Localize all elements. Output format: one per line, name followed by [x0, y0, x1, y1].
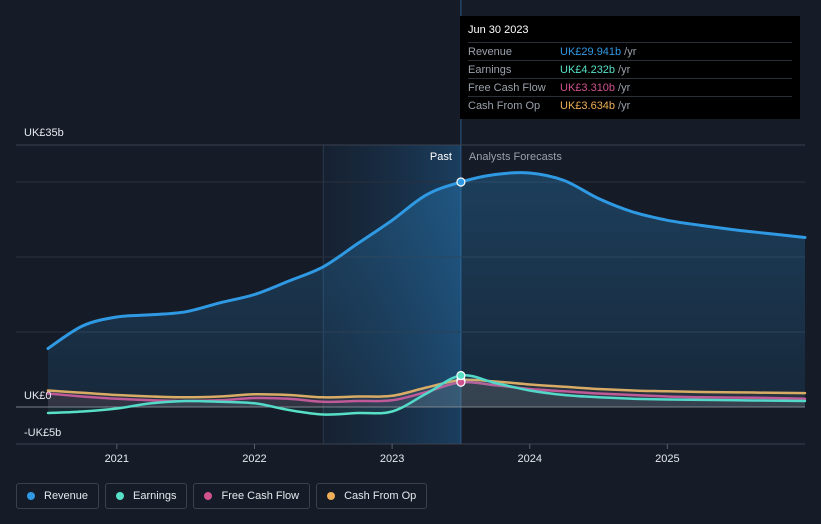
legend-label: Free Cash Flow: [221, 490, 300, 502]
tooltip-row-revenue: Revenue UK£29.941b /yr: [468, 42, 792, 60]
tooltip-panel: Jun 30 2023 Revenue UK£29.941b /yr Earni…: [460, 16, 800, 119]
tooltip-label: Free Cash Flow: [468, 81, 546, 94]
y-tick-label: UK£0: [24, 390, 52, 402]
legend-dot-icon: [27, 492, 35, 500]
chart-legend: Revenue Earnings Free Cash Flow Cash Fro…: [16, 483, 428, 511]
y-tick-label: -UK£5b: [24, 427, 61, 439]
tooltip-value: UK£29.941b: [560, 45, 622, 58]
tooltip-value: UK£4.232b: [560, 63, 616, 76]
legend-item-cash-from-op[interactable]: Cash From Op: [316, 483, 428, 509]
legend-dot-icon: [116, 492, 125, 500]
y-tick-label: UK£35b: [24, 127, 64, 139]
tooltip-label: Revenue: [468, 45, 513, 58]
tooltip-date: Jun 30 2023: [468, 24, 529, 36]
legend-item-earnings[interactable]: Earnings: [105, 483, 188, 509]
tooltip-unit: /yr: [618, 81, 631, 94]
legend-item-revenue[interactable]: Revenue: [16, 483, 100, 509]
tooltip-row-earnings: Earnings UK£4.232b /yr: [468, 60, 792, 78]
revenue-line: [46, 171, 807, 350]
earnings-marker: [456, 370, 466, 381]
x-tick-label: 2023: [380, 453, 404, 465]
legend-dot-icon: [327, 492, 336, 500]
chart-canvas: 2021 2022 2023 2024 2025 UK£35b UK£0 -UK£5b Past…: [16, 0, 807, 465]
tooltip-value: UK£3.634b: [560, 99, 616, 112]
x-tick-label: 2022: [242, 453, 266, 465]
tooltip-unit: /yr: [624, 45, 637, 58]
tooltip-row-free-cash-flow: Free Cash Flow UK£3.310b /yr: [468, 78, 792, 96]
legend-dot-icon: [204, 492, 213, 500]
tooltip-row-cash-from-op: Cash From Op UK£3.634b /yr: [468, 96, 792, 114]
legend-label: Earnings: [133, 490, 177, 502]
x-tick-label: 2021: [105, 453, 129, 465]
revenue-area: [48, 172, 805, 407]
x-tick-label: 2024: [517, 453, 541, 465]
legend-item-free-cash-flow[interactable]: Free Cash Flow: [193, 483, 311, 509]
tooltip-unit: /yr: [618, 99, 631, 112]
tooltip-label: Cash From Op: [468, 99, 541, 112]
x-tick-label: 2025: [655, 453, 679, 465]
tooltip-value: UK£3.310b: [560, 81, 616, 94]
legend-label: Cash From Op: [344, 490, 417, 502]
forecast-label: Analysts Forecasts: [469, 151, 562, 163]
legend-label: Revenue: [44, 490, 89, 502]
tooltip-unit: /yr: [618, 63, 631, 76]
past-label: Past: [430, 151, 452, 163]
revenue-marker: [456, 177, 466, 187]
tooltip-label: Earnings: [468, 63, 512, 76]
